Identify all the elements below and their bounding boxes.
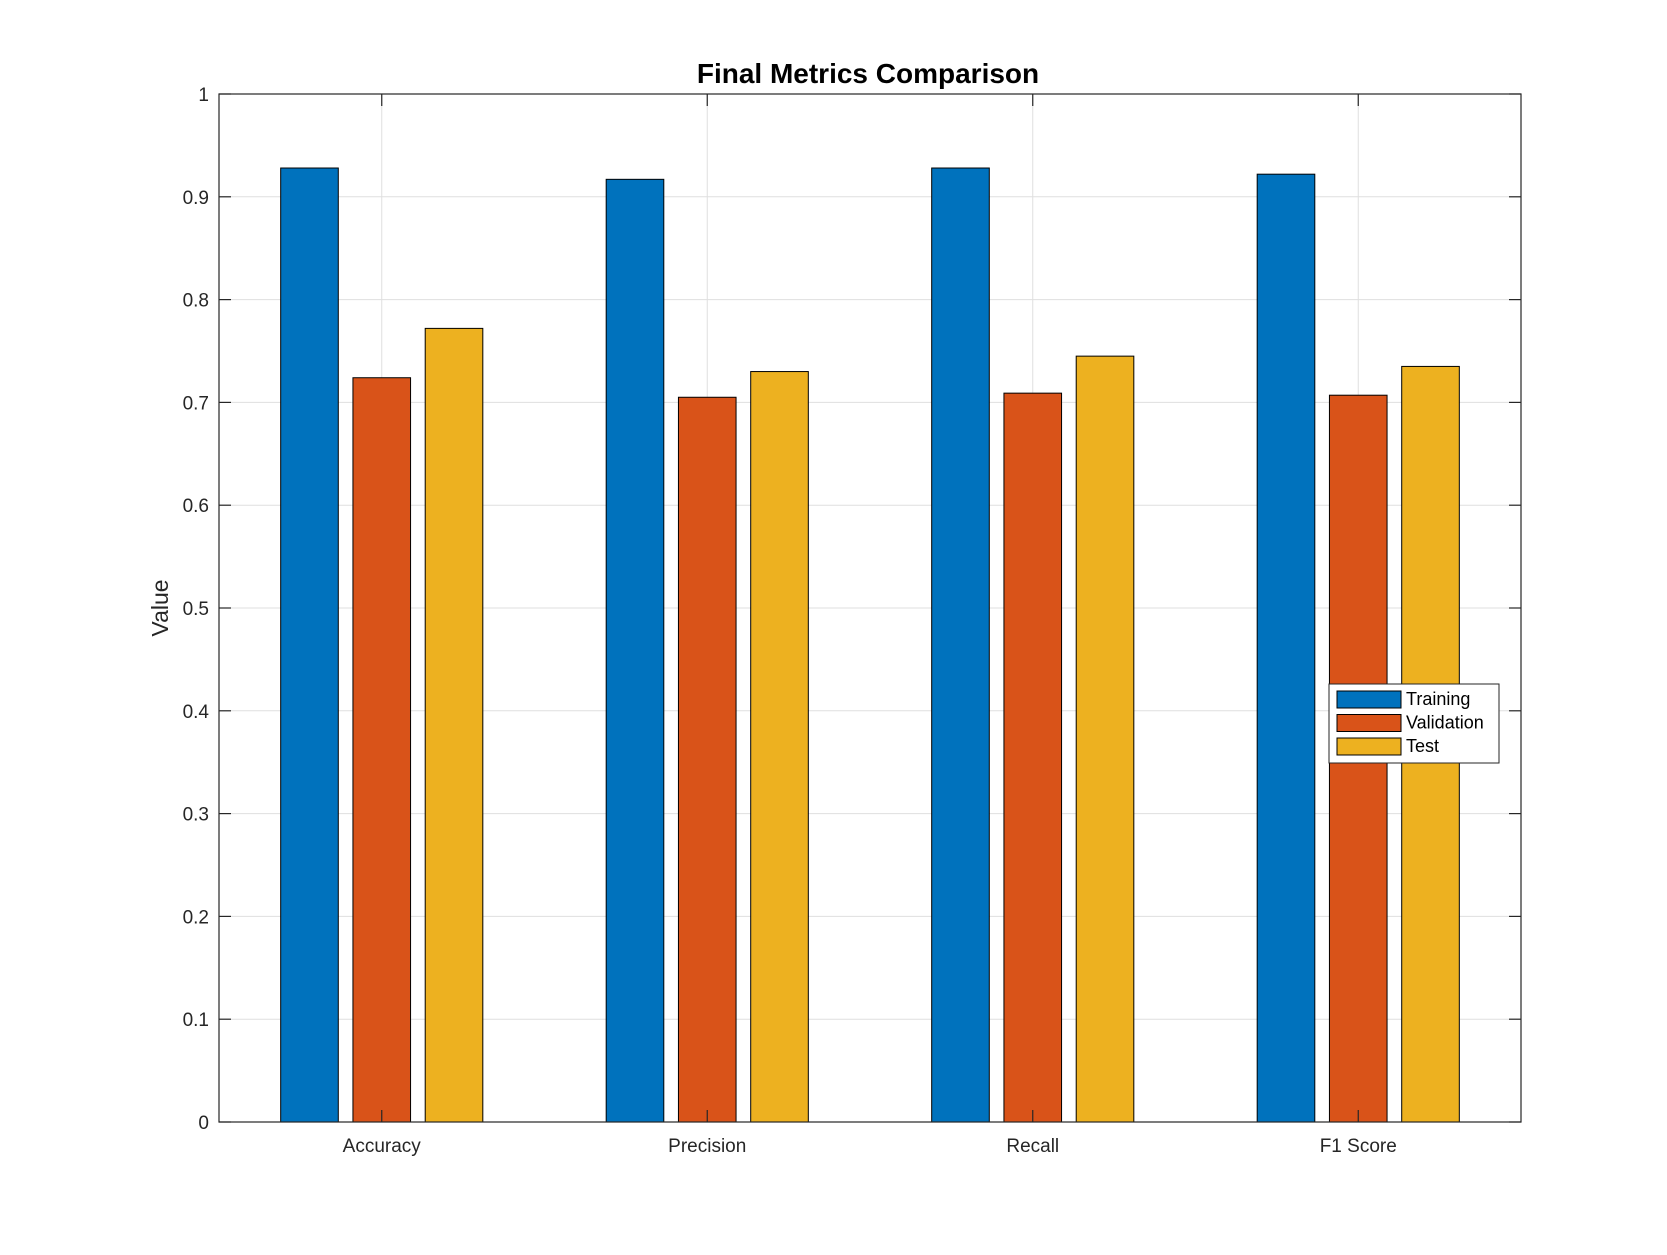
y-tick-label: 0.4	[183, 702, 210, 723]
x-tick-label: Recall	[1006, 1136, 1059, 1157]
legend-swatch-test	[1336, 737, 1402, 756]
bar-validation-recall	[1003, 392, 1063, 1123]
y-tick-label: 1	[198, 85, 209, 106]
y-tick-label: 0.8	[183, 291, 209, 312]
bar-test-recall	[1075, 355, 1135, 1123]
legend-label-training: Training	[1406, 689, 1470, 709]
y-tick-label: 0.7	[183, 393, 209, 414]
bar-validation-accuracy	[352, 377, 412, 1123]
bar-test-accuracy	[424, 327, 484, 1123]
grid-lines	[219, 93, 1521, 1123]
axis-ticks	[219, 93, 1521, 1123]
bar-training-accuracy	[280, 167, 339, 1123]
bars	[280, 167, 1460, 1123]
x-tick-label: Precision	[668, 1136, 746, 1157]
y-axis-tick-labels: 0 0.1 0.2 0.3 0.4 0.5 0.6 0.7 0.8 0.9 1	[183, 85, 210, 1134]
bar-training-recall	[931, 167, 990, 1123]
bar-validation-precision	[677, 396, 737, 1123]
x-axis-tick-labels: Accuracy Precision Recall F1 Score	[343, 1136, 1397, 1157]
y-tick-label: 0.6	[183, 496, 209, 517]
legend-swatch-training	[1336, 690, 1402, 709]
legend-label-test: Test	[1406, 736, 1439, 756]
chart-title: Final Metrics Comparison	[697, 58, 1039, 89]
legend[interactable]: Training Validation Test	[1328, 683, 1500, 764]
y-axis-label: Value	[147, 579, 173, 636]
y-tick-label: 0.2	[183, 907, 209, 928]
x-tick-label: Accuracy	[343, 1136, 422, 1157]
bar-training-f1-score	[1256, 173, 1316, 1123]
legend-label-validation: Validation	[1406, 713, 1484, 733]
y-tick-label: 0.9	[183, 188, 209, 209]
legend-swatch-validation	[1336, 714, 1402, 732]
bar-training-precision	[605, 178, 665, 1123]
x-tick-label: F1 Score	[1320, 1136, 1397, 1157]
y-tick-label: 0.5	[183, 599, 209, 620]
y-tick-label: 0.3	[183, 805, 209, 826]
y-tick-label: 0.1	[183, 1010, 209, 1031]
bar-test-precision	[750, 371, 809, 1123]
y-tick-label: 0	[198, 1113, 209, 1134]
